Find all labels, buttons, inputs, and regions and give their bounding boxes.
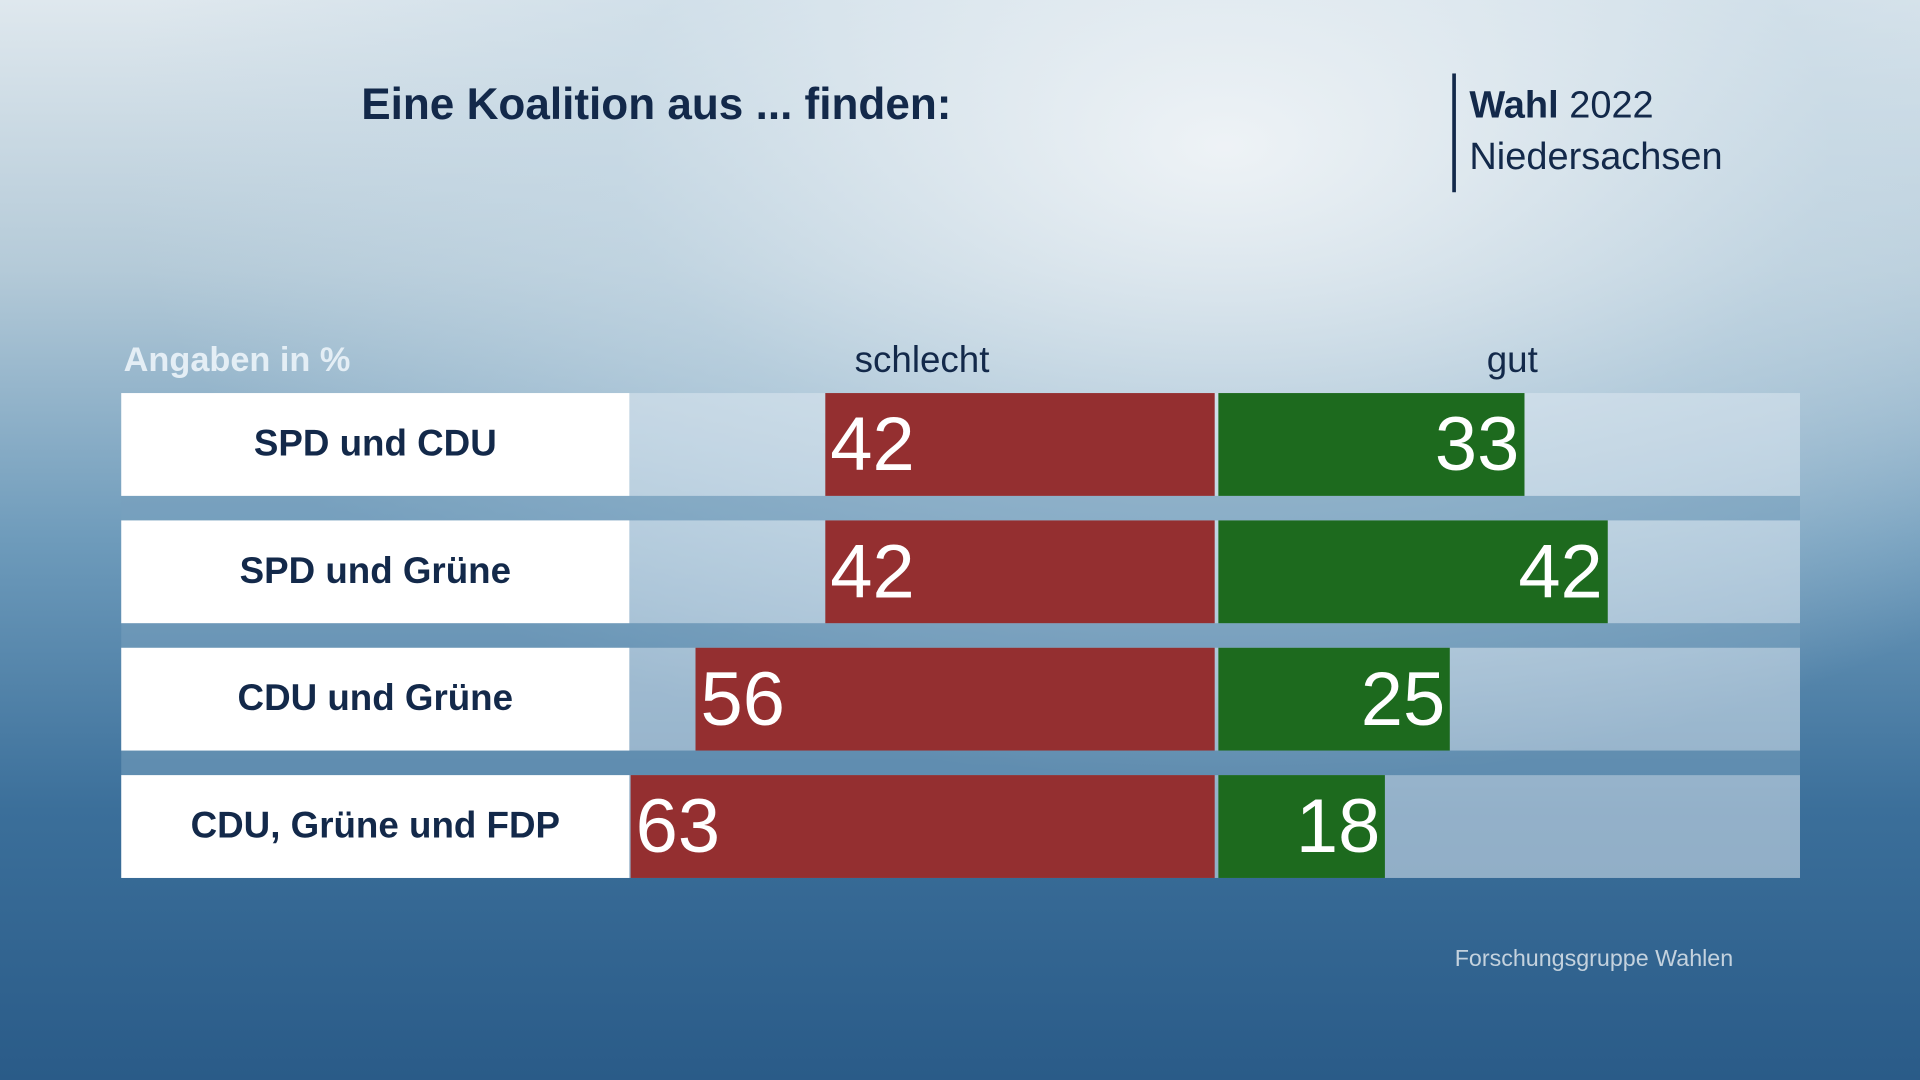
bar-schlecht: 56	[695, 647, 1215, 751]
bar-schlecht: 63	[630, 775, 1215, 878]
category-label: CDU, Grüne und FDP	[121, 775, 630, 878]
value-label: 63	[635, 784, 721, 869]
legend-gut: gut	[1486, 340, 1538, 381]
bar-track	[629, 520, 1801, 624]
row-gap	[121, 750, 1801, 776]
value-label: 42	[830, 402, 915, 487]
value-label: 33	[1434, 402, 1520, 487]
chart-row: SPD und CDU 42 33	[121, 393, 1801, 496]
bar-schlecht: 42	[825, 393, 1215, 496]
badge-divider	[1452, 73, 1456, 193]
category-label: SPD und Grüne	[121, 520, 630, 624]
badge-wahl: Wahl	[1469, 83, 1559, 127]
value-label: 42	[1518, 529, 1603, 615]
row-gap	[121, 623, 1801, 648]
value-label: 18	[1295, 784, 1381, 869]
chart-row: CDU, Grüne und FDP 63 18	[121, 775, 1801, 878]
source-credit: Forschungsgruppe Wahlen	[1454, 946, 1734, 973]
category-label: SPD und CDU	[121, 393, 630, 496]
bar-schlecht: 42	[825, 520, 1215, 624]
value-label: 25	[1360, 656, 1446, 742]
badge-region: Niedersachsen	[1469, 134, 1723, 178]
value-label: 56	[700, 656, 785, 742]
value-label: 42	[830, 529, 915, 615]
election-badge: Wahl 2022	[1469, 83, 1653, 127]
bar-gut: 25	[1218, 647, 1451, 751]
chart-row: SPD und Grüne 42 42	[121, 520, 1801, 624]
bar-gut: 18	[1218, 775, 1386, 878]
legend-schlecht: schlecht	[854, 340, 990, 381]
chart-row: CDU und Grüne 56 25	[121, 647, 1801, 751]
category-label: CDU und Grüne	[121, 647, 630, 751]
badge-year: 2022	[1569, 83, 1654, 127]
unit-label: Angaben in %	[123, 340, 351, 379]
bar-track	[629, 393, 1801, 496]
bar-gut: 33	[1218, 393, 1525, 496]
bar-gut: 42	[1218, 520, 1608, 624]
chart-title: Eine Koalition aus ... finden:	[361, 78, 952, 129]
row-gap	[121, 495, 1801, 521]
